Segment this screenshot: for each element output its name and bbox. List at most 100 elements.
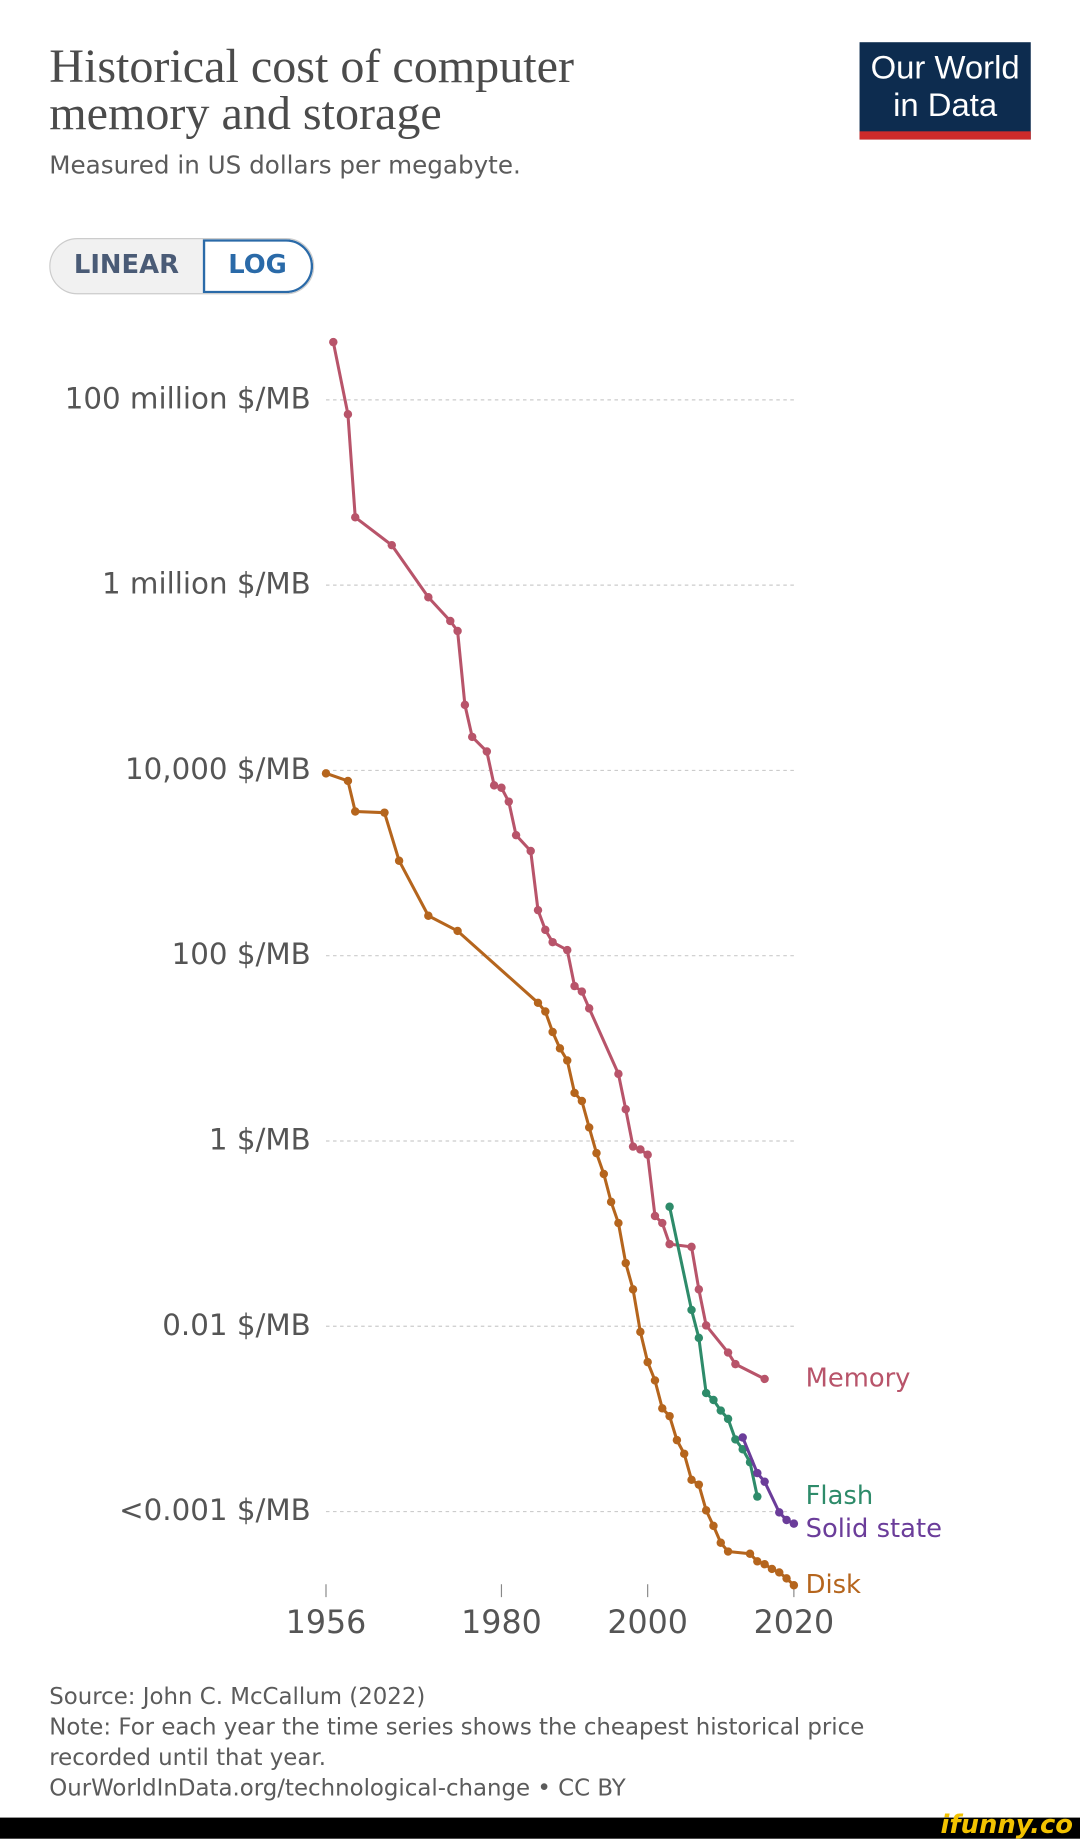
data-point xyxy=(446,616,455,626)
data-point xyxy=(723,1547,733,1556)
chart-subtitle: Measured in US dollars per megabyte. xyxy=(49,151,521,180)
data-point xyxy=(453,926,462,936)
data-point xyxy=(343,409,353,419)
data-point xyxy=(628,1285,638,1294)
data-point xyxy=(533,905,543,915)
data-point xyxy=(694,1285,704,1294)
logo-text[interactable]: Our World in Data xyxy=(870,49,1020,124)
data-point xyxy=(621,1258,630,1268)
data-point xyxy=(387,540,397,550)
data-point xyxy=(672,1435,682,1445)
data-point xyxy=(504,797,513,806)
data-point xyxy=(380,808,389,817)
data-point xyxy=(489,781,499,790)
data-point xyxy=(329,337,338,347)
data-point xyxy=(665,1239,674,1249)
data-point xyxy=(701,1388,711,1398)
data-point xyxy=(658,1218,667,1228)
data-point xyxy=(775,1568,784,1577)
data-point xyxy=(687,1475,696,1485)
data-point xyxy=(453,626,462,636)
data-point xyxy=(687,1305,696,1315)
data-point xyxy=(548,937,557,947)
data-point xyxy=(709,1395,718,1405)
data-point xyxy=(563,945,572,955)
data-point xyxy=(643,1150,652,1159)
data-point xyxy=(584,1123,594,1132)
data-point xyxy=(343,776,353,786)
source: Source: John C. McCallum (2022) xyxy=(49,1682,426,1710)
linear-button[interactable]: LINEAR xyxy=(73,250,179,281)
data-point xyxy=(533,998,543,1008)
data-point xyxy=(694,1480,704,1489)
series-label: Memory xyxy=(806,1363,911,1393)
data-point xyxy=(738,1433,747,1442)
data-point xyxy=(658,1404,667,1413)
data-point xyxy=(687,1242,696,1252)
url[interactable]: OurWorldInData.org/technological-change … xyxy=(49,1774,626,1802)
watermark-bar xyxy=(0,1817,1080,1839)
series-label: Disk xyxy=(806,1570,861,1600)
data-point xyxy=(636,1145,645,1154)
data-point xyxy=(723,1414,733,1424)
data-point xyxy=(767,1564,777,1574)
note: Note: For each year the time series show… xyxy=(49,1713,865,1771)
footer: Source: John C. McCallum (2022) Note: Fo… xyxy=(49,1682,917,1804)
log-button[interactable]: LOG xyxy=(202,239,313,294)
data-point xyxy=(599,1169,609,1179)
logo[interactable]: Our World in Data xyxy=(859,42,1031,140)
y-tick-label: 100 million $/MB xyxy=(65,381,311,415)
data-point xyxy=(679,1449,689,1459)
watermark: ifunny.co xyxy=(940,1810,1073,1840)
y-tick-label: <0.001 $/MB xyxy=(119,1493,311,1527)
y-tick-label: 1 million $/MB xyxy=(102,567,311,601)
data-point xyxy=(760,1559,769,1569)
data-point xyxy=(570,981,579,991)
data-point xyxy=(643,1357,652,1367)
data-point xyxy=(665,1202,674,1211)
data-point xyxy=(541,1007,550,1016)
data-point xyxy=(775,1508,784,1517)
data-point xyxy=(701,1321,711,1330)
x-tick-label: 1956 xyxy=(286,1605,367,1641)
data-point xyxy=(789,1519,799,1528)
data-point xyxy=(511,830,521,840)
y-tick-label: 0.01 $/MB xyxy=(162,1308,310,1342)
data-point xyxy=(650,1376,660,1385)
data-point xyxy=(731,1435,740,1444)
data-point xyxy=(782,1574,791,1583)
data-point xyxy=(709,1521,718,1531)
data-point xyxy=(497,783,506,792)
data-point xyxy=(570,1088,579,1098)
data-point xyxy=(694,1333,704,1343)
series-label: Solid state xyxy=(806,1514,942,1544)
data-point xyxy=(526,846,535,856)
data-point xyxy=(650,1211,660,1221)
data-point xyxy=(424,593,433,602)
data-point xyxy=(782,1515,791,1525)
data-point xyxy=(541,925,550,935)
data-point xyxy=(760,1477,769,1486)
data-point xyxy=(753,1557,762,1566)
data-point xyxy=(555,1044,565,1053)
data-point xyxy=(460,700,470,710)
data-point xyxy=(628,1142,638,1151)
data-point xyxy=(760,1374,769,1384)
scale-toggle: LINEAR LOG xyxy=(49,238,314,295)
data-point xyxy=(636,1327,645,1337)
data-point xyxy=(789,1581,799,1590)
data-point xyxy=(351,513,360,522)
data-point xyxy=(351,807,360,816)
data-point xyxy=(577,1096,587,1106)
data-point xyxy=(584,1004,594,1013)
data-point xyxy=(606,1197,616,1207)
series-label: Flash xyxy=(806,1481,874,1511)
x-tick-label: 2000 xyxy=(607,1605,688,1641)
data-point xyxy=(731,1359,740,1369)
data-point xyxy=(467,732,477,742)
data-point xyxy=(701,1506,711,1515)
data-point xyxy=(745,1549,755,1558)
chart-title: Historical cost of computer memory and s… xyxy=(49,38,574,140)
